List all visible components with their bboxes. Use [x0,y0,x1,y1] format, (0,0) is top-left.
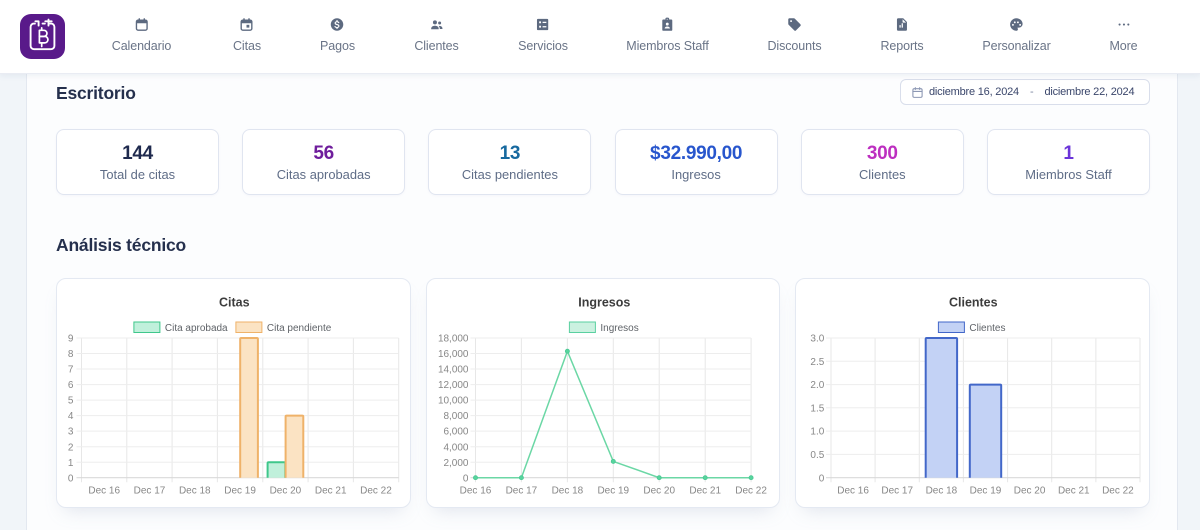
svg-text:2: 2 [68,442,74,453]
svg-text:1.0: 1.0 [810,427,824,438]
svg-text:Ingresos: Ingresos [600,323,638,334]
svg-text:Dec 17: Dec 17 [505,485,537,496]
svg-text:Dec 18: Dec 18 [551,485,583,496]
svg-text:Cita aprobada: Cita aprobada [165,323,228,334]
svg-text:Dec 16: Dec 16 [459,485,491,496]
svg-text:Dec 21: Dec 21 [315,485,347,496]
svg-text:Dec 21: Dec 21 [1058,485,1090,496]
svg-text:Dec 19: Dec 19 [597,485,629,496]
svg-text:Dec 21: Dec 21 [689,485,721,496]
svg-text:1.5: 1.5 [810,403,824,414]
svg-text:0: 0 [462,473,468,484]
svg-text:Dec 18: Dec 18 [179,485,211,496]
svg-text:0: 0 [68,473,74,484]
svg-text:Dec 22: Dec 22 [735,485,767,496]
svg-text:0: 0 [819,473,825,484]
svg-text:Cita pendiente: Cita pendiente [267,323,332,334]
svg-text:Dec 19: Dec 19 [970,485,1002,496]
svg-text:8,000: 8,000 [443,411,468,422]
svg-text:Ingresos: Ingresos [578,296,630,310]
svg-text:Dec 17: Dec 17 [134,485,166,496]
svg-text:2.0: 2.0 [810,380,824,391]
svg-text:Dec 16: Dec 16 [88,485,120,496]
svg-text:Citas: Citas [219,296,250,310]
svg-text:9: 9 [68,334,74,345]
svg-text:16,000: 16,000 [437,349,468,360]
svg-text:14,000: 14,000 [437,365,468,376]
svg-text:3.0: 3.0 [810,334,824,345]
svg-text:6,000: 6,000 [443,427,468,438]
svg-text:1: 1 [68,458,74,469]
svg-text:Dec 22: Dec 22 [360,485,392,496]
svg-text:Dec 17: Dec 17 [881,485,913,496]
svg-text:5: 5 [68,396,74,407]
svg-text:3: 3 [68,427,74,438]
svg-text:10,000: 10,000 [437,396,468,407]
svg-text:Dec 20: Dec 20 [270,485,302,496]
svg-text:Clientes: Clientes [949,296,998,310]
svg-text:0.5: 0.5 [810,450,824,461]
svg-text:Clientes: Clientes [969,323,1005,334]
svg-text:Dec 19: Dec 19 [224,485,256,496]
svg-text:Dec 22: Dec 22 [1102,485,1134,496]
svg-text:4: 4 [68,411,74,422]
svg-text:18,000: 18,000 [437,334,468,345]
svg-text:4,000: 4,000 [443,442,468,453]
svg-text:Dec 18: Dec 18 [926,485,958,496]
svg-text:2,000: 2,000 [443,458,468,469]
svg-text:6: 6 [68,380,74,391]
svg-text:Dec 20: Dec 20 [1014,485,1046,496]
svg-text:2.5: 2.5 [810,357,824,368]
svg-text:8: 8 [68,349,74,360]
svg-text:Dec 16: Dec 16 [837,485,869,496]
svg-text:12,000: 12,000 [437,380,468,391]
svg-text:7: 7 [68,365,74,376]
svg-text:Dec 20: Dec 20 [643,485,675,496]
